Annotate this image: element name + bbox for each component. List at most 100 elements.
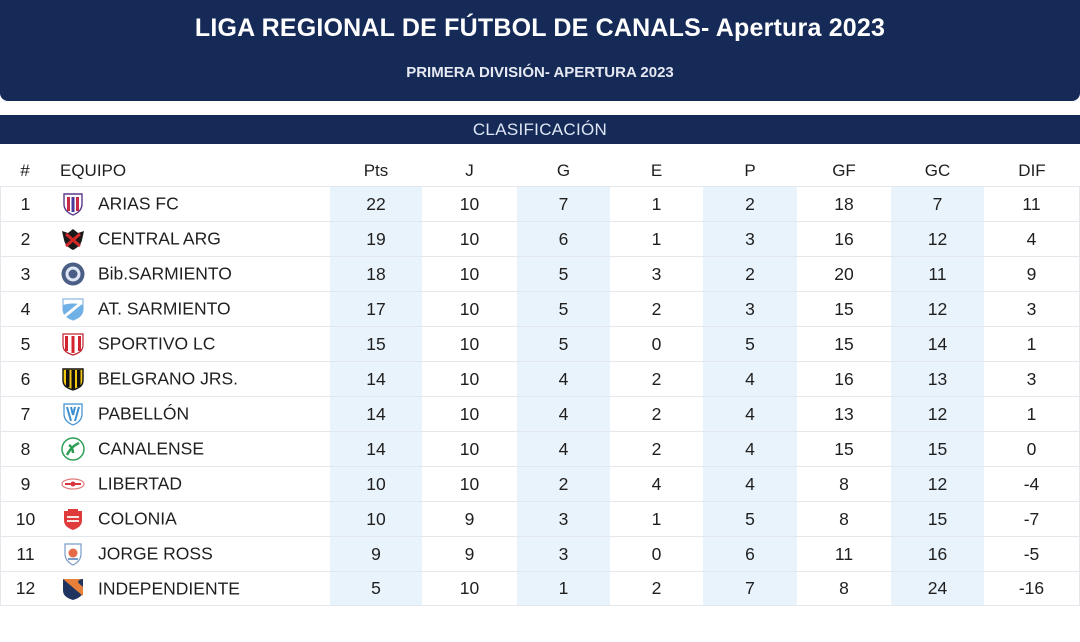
won-cell: 5 [517,291,610,326]
goals-for-cell: 8 [797,571,891,606]
position-cell: 4 [0,291,50,326]
goals-against-cell: 7 [891,186,984,221]
position-cell: 5 [0,326,50,361]
table-row[interactable]: 2 CENTRAL ARG 19 10 6 1 3 16 12 4 [0,221,1080,256]
goals-against-cell: 13 [891,361,984,396]
team-cell: INDEPENDIENTE [50,571,330,606]
table-row[interactable]: 5 SPORTIVO LC 15 10 5 0 5 15 14 1 [0,326,1080,361]
points-cell: 14 [330,396,422,431]
goal-difference-cell: 1 [984,326,1080,361]
drawn-cell: 1 [610,501,703,536]
lost-cell: 2 [703,186,797,221]
table-row[interactable]: 6 BELGRANO JRS. 14 10 4 2 4 16 13 3 [0,361,1080,396]
team-cell: BELGRANO JRS. [50,361,330,396]
goals-against-cell: 12 [891,221,984,256]
team-name[interactable]: CANALENSE [98,438,205,459]
colonia-crest-icon [60,506,86,532]
team-name[interactable]: CENTRAL ARG [98,228,221,249]
goals-against-cell: 11 [891,256,984,291]
drawn-cell: 2 [610,396,703,431]
team-cell: COLONIA [50,501,330,536]
independiente-crest-icon [60,576,86,602]
team-cell: JORGE ROSS [50,536,330,571]
played-cell: 10 [422,466,517,501]
column-header-points[interactable]: Pts [363,160,389,180]
drawn-cell: 4 [610,466,703,501]
column-header-won[interactable]: G [556,160,571,180]
table-row[interactable]: 10 COLONIA 10 9 3 1 5 8 15 -7 [0,501,1080,536]
drawn-cell: 2 [610,291,703,326]
played-cell: 10 [422,431,517,466]
team-name[interactable]: INDEPENDIENTE [98,578,240,598]
position-cell: 1 [0,186,50,221]
team-name[interactable]: LIBERTAD [98,473,182,494]
position-cell: 7 [0,396,50,431]
drawn-cell: 2 [610,361,703,396]
column-header-goal-difference[interactable]: DIF [1018,160,1046,180]
played-cell: 10 [422,396,517,431]
points-cell: 17 [330,291,422,326]
lost-cell: 4 [703,396,797,431]
lost-cell: 5 [703,501,797,536]
position-cell: 9 [0,466,50,501]
goals-for-cell: 15 [797,291,891,326]
goal-difference-cell: 1 [984,396,1080,431]
position-cell: 8 [0,431,50,466]
column-header-goals-against[interactable]: GC [924,160,951,180]
table-row[interactable]: 3 Bib.SARMIENTO 18 10 5 3 2 20 11 9 [0,256,1080,291]
column-header-lost[interactable]: P [744,160,756,180]
goal-difference-cell: 0 [984,431,1080,466]
goals-against-cell: 12 [891,291,984,326]
column-header-played[interactable]: J [465,160,474,180]
goals-for-cell: 16 [797,361,891,396]
team-name[interactable]: SPORTIVO LC [98,333,216,354]
column-header-team[interactable]: EQUIPO [60,160,127,180]
league-header: LIGA REGIONAL DE FÚTBOL DE CANALS- Apert… [0,0,1080,101]
position-cell: 11 [0,536,50,571]
points-cell: 22 [330,186,422,221]
column-header-goals-for[interactable]: GF [832,160,856,180]
standings-table: # EQUIPO Pts J G E P GF GC DIF 1 ARIAS FC… [0,155,1080,606]
played-cell: 10 [422,571,517,606]
team-name[interactable]: ARIAS FC [98,193,179,214]
libertad-crest-icon [60,471,86,497]
played-cell: 10 [422,291,517,326]
league-title: LIGA REGIONAL DE FÚTBOL DE CANALS- Apert… [194,14,886,42]
lost-cell: 3 [703,291,797,326]
goal-difference-cell: -16 [984,571,1080,606]
table-row[interactable]: 7 PABELLÓN 14 10 4 2 4 13 12 1 [0,396,1080,431]
pabellon-crest-icon [60,401,86,427]
division-subtitle: PRIMERA DIVISIÓN- APERTURA 2023 [406,64,674,81]
standings-section-title: CLASIFICACIÓN [0,115,1080,144]
team-name[interactable]: PABELLÓN [98,403,190,424]
lost-cell: 3 [703,221,797,256]
team-name[interactable]: JORGE ROSS [98,543,213,564]
goals-against-cell: 15 [891,431,984,466]
points-cell: 5 [330,571,422,606]
team-name[interactable]: COLONIA [98,508,177,529]
lost-cell: 6 [703,536,797,571]
team-name[interactable]: BELGRANO JRS. [98,368,239,389]
lost-cell: 4 [703,361,797,396]
table-row[interactable]: 8 CANALENSE 14 10 4 2 4 15 15 0 [0,431,1080,466]
column-header-drawn[interactable]: E [650,160,663,180]
table-row[interactable]: 1 ARIAS FC 22 10 7 1 2 18 7 11 [0,186,1080,221]
points-cell: 19 [330,221,422,256]
central-arg-crest-icon [60,226,86,252]
drawn-cell: 0 [610,326,703,361]
drawn-cell: 2 [610,571,703,606]
won-cell: 4 [517,431,610,466]
goal-difference-cell: 11 [984,186,1080,221]
drawn-cell: 0 [610,536,703,571]
table-row[interactable]: 4 AT. SARMIENTO 17 10 5 2 3 15 12 3 [0,291,1080,326]
table-row[interactable]: 11 JORGE ROSS 9 9 3 0 6 11 16 -5 [0,536,1080,571]
team-cell: ARIAS FC [50,186,330,221]
team-name[interactable]: AT. SARMIENTO [98,298,231,319]
table-row[interactable]: 12 INDEPENDIENTE 5 10 1 2 7 8 24 -16 [0,571,1080,606]
team-cell: CANALENSE [50,431,330,466]
column-header-position[interactable]: # [20,160,30,180]
team-name[interactable]: Bib.SARMIENTO [98,263,232,284]
won-cell: 6 [517,221,610,256]
table-row[interactable]: 9 LIBERTAD 10 10 2 4 4 8 12 -4 [0,466,1080,501]
won-cell: 4 [517,361,610,396]
